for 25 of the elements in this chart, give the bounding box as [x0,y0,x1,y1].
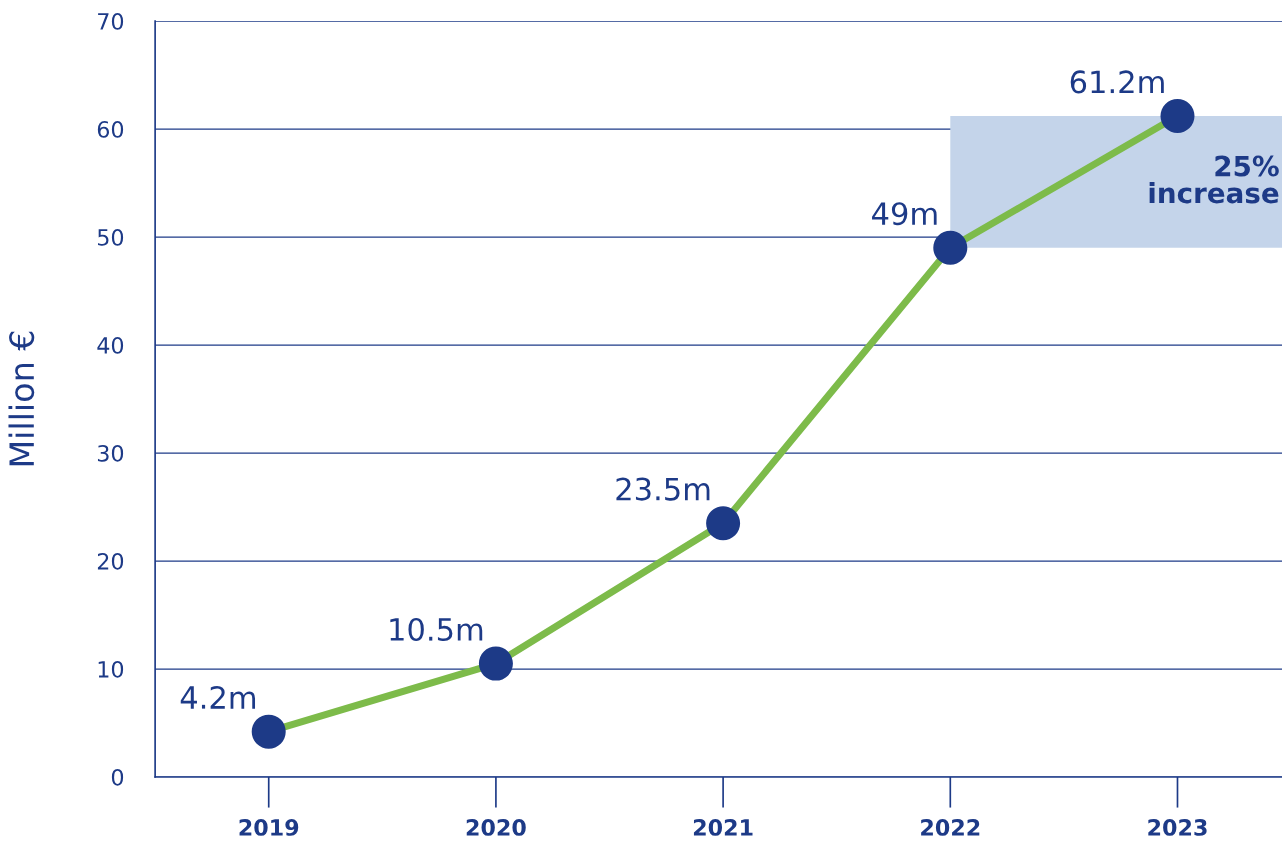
point [251,714,286,749]
x-tick-label: 2021 [693,819,753,836]
x-tick-label: 2023 [1148,819,1207,836]
point [933,230,968,265]
y-axis-title: Million € [8,331,35,466]
y-tick-label: 20 [97,552,124,570]
x-tick-label: 2022 [921,819,980,836]
y-tick-label: 60 [97,120,124,138]
x-tick-label: 2019 [239,819,299,836]
x-tick-label: 2020 [466,819,526,836]
point [706,506,741,541]
data-label: 10.5m [390,617,483,642]
data-label: 23.5m [616,477,710,501]
point [478,646,513,681]
y-tick-label: 0 [111,768,124,786]
band-label: 25% increase [1149,155,1279,204]
data-label: 4.2m [180,685,256,709]
data-label: 49m [872,202,937,226]
y-tick-label: 10 [98,660,124,678]
y-tick-label: 40 [97,336,124,354]
y-tick-label: 70 [98,12,124,30]
y-tick-label: 50 [98,228,124,246]
point [1160,99,1195,134]
y-tick-label: 30 [97,444,124,462]
data-label: 61.2m [1070,70,1164,94]
